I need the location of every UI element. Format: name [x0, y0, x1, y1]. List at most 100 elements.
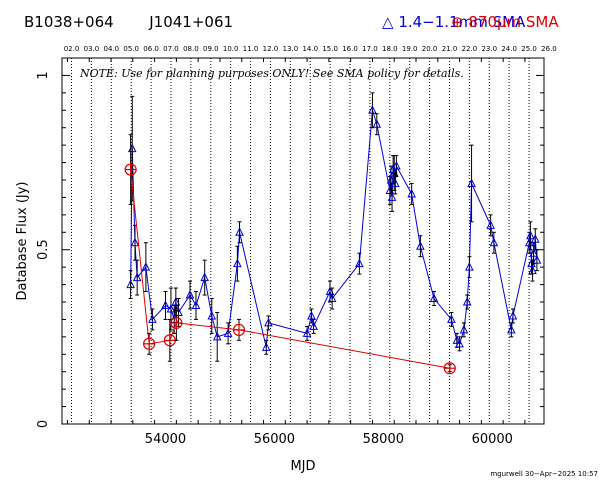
data-point-triangle	[191, 300, 201, 309]
year-label: 11.0	[243, 45, 259, 53]
data-point-triangle	[261, 342, 271, 351]
data-point-triangle	[532, 255, 542, 264]
data-point-triangle	[212, 331, 222, 341]
y-axis-label: Database Flux (Jy)	[15, 182, 30, 301]
data-point-triangle	[264, 317, 273, 327]
y-tick-label: 0.5	[36, 239, 51, 260]
data-point-triangle	[507, 324, 516, 334]
data-point-triangle	[223, 328, 233, 337]
data-point-triangle	[455, 338, 464, 348]
year-label: 19.0	[402, 45, 418, 53]
circle-plus-icon: ⊕	[451, 13, 464, 31]
data-point-circle-plus	[232, 323, 246, 336]
year-label: 25.0	[521, 45, 537, 53]
y-tick-label: 1	[36, 71, 51, 79]
series	[124, 92, 542, 375]
source-name: B1038+064	[24, 13, 114, 31]
data-point-triangle	[132, 272, 142, 282]
data-point-circle-plus	[443, 362, 456, 375]
year-label: 18.0	[382, 45, 398, 53]
data-point-triangle	[529, 248, 538, 257]
year-label: 26.0	[541, 45, 557, 53]
year-label: 23.0	[481, 45, 497, 53]
data-point-triangle	[467, 178, 476, 187]
year-label: 15.0	[322, 45, 338, 53]
data-point-circle-plus	[143, 337, 156, 350]
data-point-triangle	[429, 293, 439, 303]
year-label: 13.0	[283, 45, 299, 53]
data-point-triangle	[126, 279, 135, 289]
data-point-triangle	[368, 105, 377, 114]
x-tick-label: 56000	[254, 432, 295, 447]
year-label: 06.0	[143, 45, 159, 53]
data-point-triangle	[387, 192, 397, 201]
year-label: 09.0	[203, 45, 219, 53]
year-label: 08.0	[183, 45, 199, 53]
data-point-triangle	[392, 160, 401, 170]
year-label: 02.0	[64, 45, 80, 53]
legend-red-label: 870μm SMA	[468, 13, 559, 31]
data-point-triangle	[508, 310, 518, 320]
axes: 54000 56000 58000 60000 0 0.5 1	[36, 57, 544, 447]
data-point-triangle	[307, 310, 316, 320]
year-label: 16.0	[342, 45, 358, 53]
data-point-triangle	[233, 258, 242, 268]
data-point-triangle	[526, 230, 535, 240]
year-label: 12.0	[263, 45, 279, 53]
data-point-triangle	[530, 234, 540, 243]
data-point-circle-plus	[124, 163, 137, 176]
data-point-triangle	[200, 272, 210, 282]
planning-note: NOTE: Use for planning purposes ONLY! Se…	[79, 67, 464, 80]
data-point-triangle	[524, 237, 534, 247]
data-point-triangle	[462, 296, 472, 306]
data-point-triangle	[161, 300, 170, 309]
year-label: 22.0	[462, 45, 478, 53]
data-point-circle-plus	[163, 334, 176, 347]
data-point-triangle	[528, 265, 537, 275]
data-point-triangle	[235, 227, 244, 236]
x-tick-label: 60000	[472, 432, 513, 447]
legend-red: ⊕ 870μm SMA	[451, 13, 559, 31]
data-point-triangle	[185, 289, 195, 299]
data-point-triangle	[407, 188, 416, 198]
legend-blue: △ 1.4−1.1mm SMA	[382, 13, 525, 31]
series-870um	[124, 134, 456, 375]
year-label: 03.0	[84, 45, 100, 53]
data-point-triangle	[166, 303, 176, 313]
data-point-triangle	[327, 293, 337, 303]
year-label: 14.0	[302, 45, 318, 53]
data-point-triangle	[416, 241, 425, 250]
data-point-triangle	[372, 119, 382, 128]
year-label: 17.0	[362, 45, 378, 53]
data-point-triangle	[355, 258, 364, 268]
triangle-icon: △	[382, 13, 394, 31]
year-label: 24.0	[501, 45, 517, 53]
year-label: 07.0	[163, 45, 179, 53]
series-line	[130, 169, 450, 369]
year-grid	[71, 58, 530, 424]
data-point-triangle	[465, 262, 474, 271]
data-point-triangle	[141, 262, 151, 271]
data-point-circle-plus	[170, 316, 183, 330]
year-label: 20.0	[422, 45, 438, 53]
series-line	[130, 110, 538, 348]
plot-frame	[61, 57, 545, 425]
data-point-triangle	[148, 314, 157, 323]
year-label: 05.0	[123, 45, 139, 53]
year-label: 10.0	[223, 45, 239, 53]
year-label: 21.0	[442, 45, 458, 53]
data-point-triangle	[130, 237, 140, 247]
series-1.4-1.1mm	[126, 92, 542, 362]
data-point-triangle	[452, 335, 462, 344]
y-tick-label: 0	[36, 420, 51, 428]
data-point-triangle	[391, 178, 400, 187]
header-names: B1038+064 J1041+061	[24, 13, 233, 31]
data-point-triangle	[309, 321, 318, 330]
data-point-triangle	[447, 314, 456, 323]
data-point-triangle	[486, 220, 495, 229]
data-point-triangle	[207, 310, 217, 320]
x-axis-label: MJD	[290, 459, 315, 474]
data-point-triangle	[459, 324, 469, 334]
legend-blue-label: 1.4−1.1mm SMA	[398, 13, 526, 31]
